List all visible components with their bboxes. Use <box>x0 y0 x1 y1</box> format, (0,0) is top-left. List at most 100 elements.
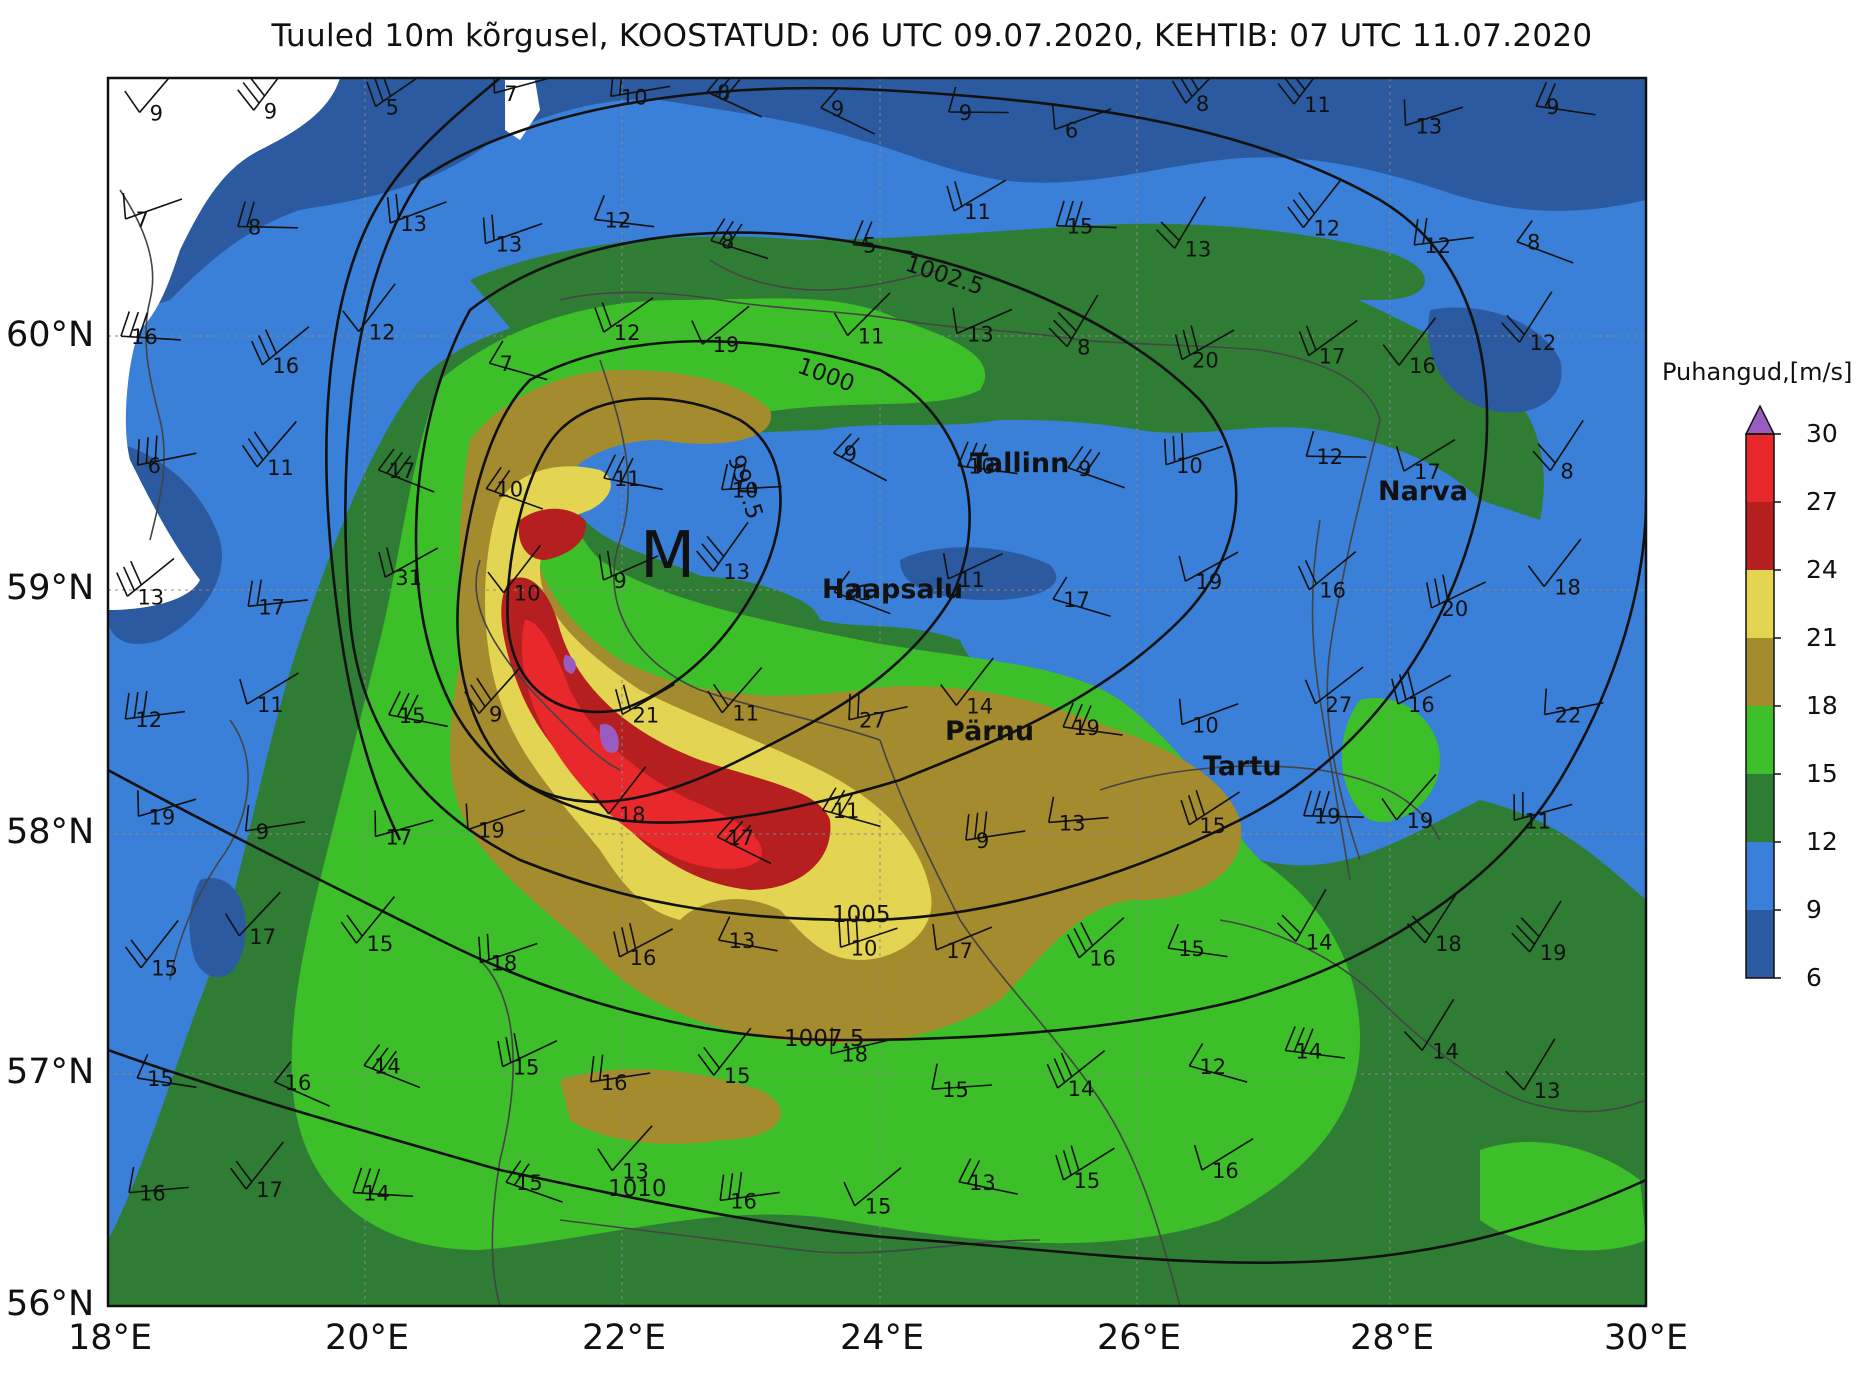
colorbar-segment <box>1746 774 1774 842</box>
wind-barb <box>957 441 1018 475</box>
wind-barb <box>1425 574 1486 609</box>
colorbar-segment <box>1746 434 1774 502</box>
wind-speed-label: 9 <box>613 569 626 593</box>
gust-zone-15-18-east <box>1341 698 1440 822</box>
wind-barb <box>1284 1026 1345 1059</box>
wind-barb <box>136 1053 197 1089</box>
wind-speed-label: 9 <box>959 101 972 125</box>
wind-speed-label: 19 <box>713 333 740 357</box>
wind-speed-label: 13 <box>969 1171 996 1195</box>
lon-label: 30°E <box>1604 1318 1689 1358</box>
wind-barb <box>965 811 1026 841</box>
lat-label: 60°N <box>6 315 95 355</box>
wind-barb <box>719 1172 780 1202</box>
city-haapsalu: Haapsalu <box>822 574 963 605</box>
wind-speed-label: 11 <box>964 200 991 224</box>
wind-speed-label: 10 <box>1192 714 1219 738</box>
lat-label: 56°N <box>6 1284 95 1324</box>
wind-speed-label: 15 <box>942 1078 969 1102</box>
wind-barb <box>497 1033 558 1068</box>
wind-speed-label: 7 <box>135 208 148 232</box>
wind-barb <box>1527 538 1582 587</box>
wind-barb <box>706 78 762 118</box>
wind-barb <box>1178 551 1239 582</box>
wind-barb <box>820 87 876 135</box>
wind-speed-label: 13 <box>1416 114 1443 138</box>
wind-speed-label: 6 <box>1065 118 1078 142</box>
wind-speed-label: 14 <box>966 694 993 718</box>
wind-barb <box>838 915 898 949</box>
wind-barb <box>1395 438 1456 472</box>
isobar-outer-north <box>325 78 501 841</box>
wind-speed-label: 10 <box>496 478 523 502</box>
wind-barb <box>124 78 170 113</box>
wind-speed-label: 17 <box>1414 460 1441 484</box>
wind-barb <box>833 570 891 615</box>
wind-speed-label: 15 <box>513 1056 540 1080</box>
wind-barb <box>1543 688 1604 716</box>
wind-speed-label: 19 <box>478 818 505 842</box>
wind-speed-label: 13 <box>622 1160 649 1184</box>
wind-barb <box>378 547 439 578</box>
wind-speed-label: 11 <box>732 702 759 726</box>
wind-barb <box>843 1167 902 1207</box>
city-tallinn: Tallinn <box>970 448 1069 479</box>
wind-barb <box>852 220 913 253</box>
wind-barbs <box>116 78 1604 1207</box>
wind-speed-label: 8 <box>1527 231 1540 255</box>
wind-barb <box>848 691 908 721</box>
wind-speed-label: 27 <box>859 709 886 733</box>
colorbar-tick-label: 6 <box>1806 963 1822 992</box>
wind-barb <box>1048 294 1099 348</box>
wind-barb <box>716 816 772 865</box>
wind-speed-label: 19 <box>1407 809 1434 833</box>
wind-speed-label: 19 <box>1314 805 1341 829</box>
wind-speed-label: 13 <box>729 929 756 953</box>
coastlines-borders <box>119 189 1646 1306</box>
wind-speed-label: 16 <box>630 946 657 970</box>
wind-barb <box>1403 99 1463 127</box>
wind-speed-label: 13 <box>137 585 164 609</box>
wind-speed-label: 12 <box>1199 1055 1226 1079</box>
wind-speed-label: 11 <box>614 467 641 491</box>
wind-speed-label: 7 <box>504 82 517 106</box>
wind-barb <box>1188 1043 1248 1083</box>
wind-speed-label: 14 <box>1295 1040 1322 1064</box>
wind-barb <box>374 810 434 838</box>
map-title: Tuuled 10m kõrgusel, KOOSTATUD: 06 UTC 0… <box>271 18 1593 54</box>
wind-barb <box>833 433 888 482</box>
wind-speed-label: 15 <box>1074 1169 1101 1193</box>
wind-barb <box>614 683 675 716</box>
wind-barb <box>590 1054 651 1083</box>
wind-speed-label: 13 <box>400 212 427 236</box>
wind-speed-label: 12 <box>614 321 641 345</box>
isobar-1007-5 <box>108 499 1646 1042</box>
wind-speed-label: 15 <box>151 957 178 981</box>
wind-barb <box>505 1160 563 1203</box>
wind-speed-label: 13 <box>967 322 994 346</box>
wind-speed-label: 17 <box>1319 345 1346 369</box>
wind-barb <box>958 1158 1018 1195</box>
wind-speed-label: 10 <box>732 479 759 503</box>
wind-speed-label: 19 <box>1073 716 1100 740</box>
wind-speed-label: 19 <box>149 805 176 829</box>
wind-barb <box>830 1027 890 1055</box>
wind-barb <box>1413 217 1474 246</box>
lat-label: 58°N <box>6 812 95 852</box>
gust-fill-field <box>108 78 1646 1306</box>
wind-barb <box>124 919 179 969</box>
wind-barb <box>128 1166 189 1194</box>
wind-speed-label: 13 <box>496 233 523 257</box>
wind-barb <box>1535 81 1596 116</box>
wind-barb <box>592 766 647 815</box>
wind-barb <box>1382 317 1437 366</box>
colorbar-tick-label: 15 <box>1806 759 1838 788</box>
wind-barb <box>610 78 671 98</box>
wind-barb <box>1297 551 1357 591</box>
wind-speed-label: 8 <box>1560 460 1573 484</box>
city-labels: Tallinn Narva Haapsalu Pärnu Tartu <box>822 448 1468 782</box>
wind-barb <box>598 550 659 581</box>
wind-speed-label: 9 <box>976 829 989 853</box>
wind-barb <box>377 448 435 493</box>
